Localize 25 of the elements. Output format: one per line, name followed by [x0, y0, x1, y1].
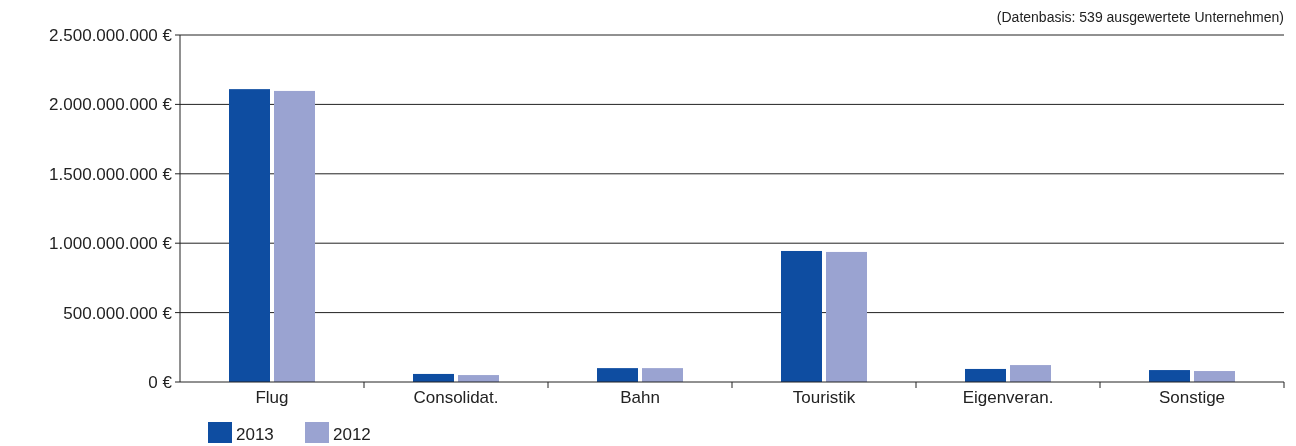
bar	[597, 368, 638, 382]
x-tick-label: Bahn	[620, 388, 660, 407]
bar	[229, 89, 270, 382]
bar	[274, 90, 315, 382]
bar	[826, 251, 867, 382]
x-tick-label: Flug	[255, 388, 289, 407]
bar	[965, 368, 1006, 382]
y-tick-label: 2.500.000.000 €	[49, 25, 173, 45]
y-tick-label: 0 €	[148, 372, 173, 392]
x-tick-label: Consolidat.	[413, 388, 499, 407]
y-tick-label: 1.500.000.000 €	[49, 164, 173, 184]
bar	[1010, 365, 1051, 382]
bar	[781, 250, 822, 382]
bar	[642, 368, 683, 382]
bar	[1149, 370, 1190, 382]
legend-label: 2012	[333, 425, 371, 444]
x-tick-label: Sonstige	[1158, 388, 1226, 407]
y-tick-label: 1.000.000.000 €	[49, 234, 173, 254]
legend-label: 2013	[236, 425, 274, 444]
y-tick-label: 500.000.000 €	[63, 303, 173, 323]
bar	[1194, 371, 1235, 382]
x-tick-label: Eigenveran.	[962, 388, 1054, 407]
x-tick-label: Touristik	[792, 388, 856, 407]
text: (Datenbasis: 539 ausgewertete Unternehmen)	[996, 9, 1284, 25]
y-tick-label: 2.000.000.000 €	[49, 95, 173, 115]
